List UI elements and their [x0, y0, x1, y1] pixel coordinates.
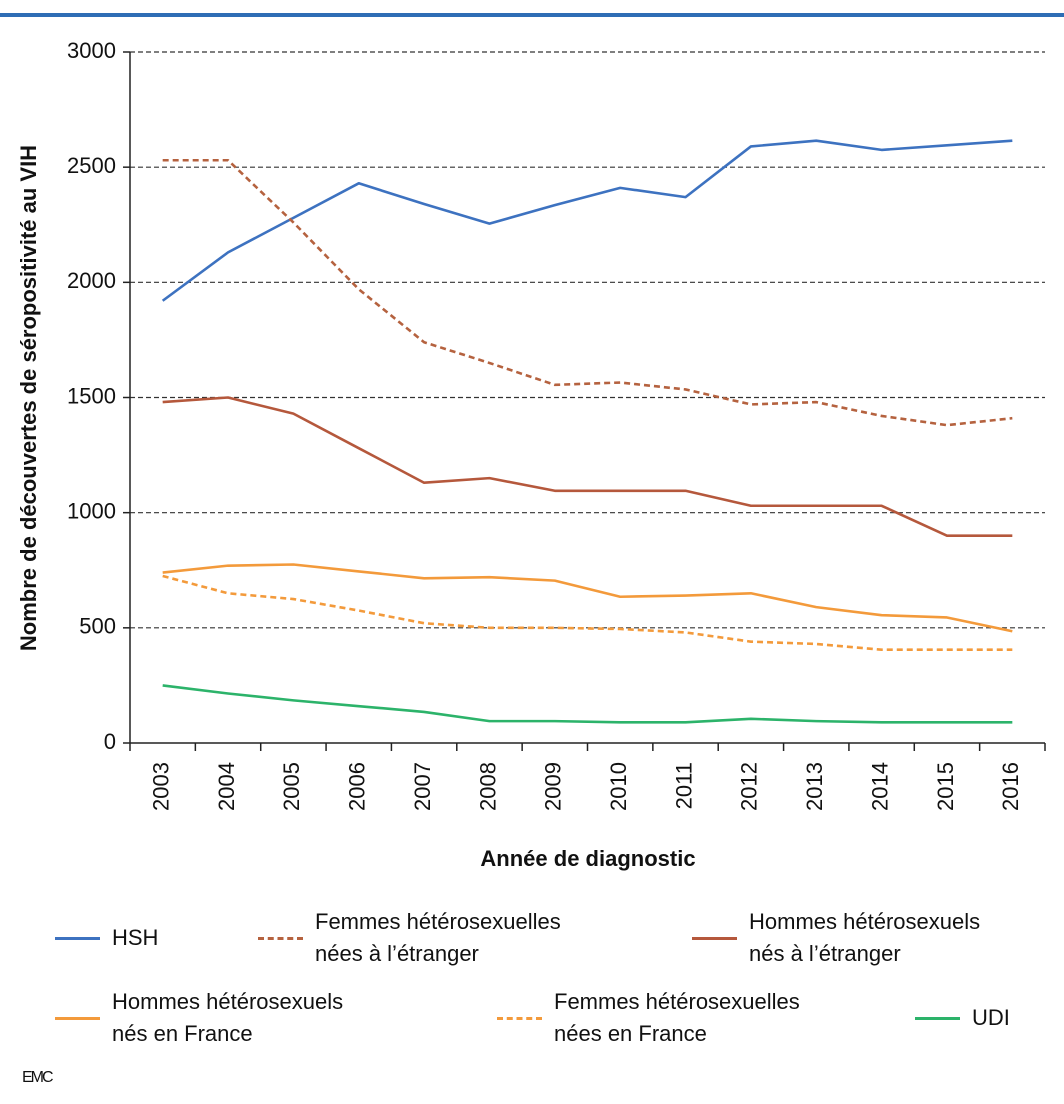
- legend-swatch: [497, 1017, 542, 1020]
- x-tick-label: 2014: [867, 762, 892, 811]
- legend-swatch: [915, 1017, 960, 1020]
- x-tick-label: 2007: [410, 762, 435, 811]
- series-line: [162, 563, 1013, 633]
- x-tick-label: 2004: [214, 762, 239, 811]
- y-tick-label: 0: [104, 729, 116, 754]
- x-tick-label: 2013: [802, 762, 827, 811]
- series-line: [162, 158, 1013, 427]
- legend-swatch: [692, 937, 737, 940]
- top-rule: [0, 13, 1064, 17]
- x-tick-label: 2016: [998, 762, 1023, 811]
- series-line: [162, 396, 1013, 538]
- x-axis-label: Année de diagnostic: [480, 846, 695, 871]
- series-line: [162, 684, 1013, 724]
- legend-label: Hommes hétérosexuels nés en France: [112, 989, 344, 1046]
- series-line: [161, 139, 1013, 302]
- legend-swatch: [55, 937, 100, 940]
- y-tick-label: 3000: [67, 38, 116, 63]
- x-tick-label: 2011: [671, 762, 696, 809]
- x-tick-label: 2006: [345, 762, 370, 811]
- x-tick-label: 2010: [606, 762, 631, 811]
- x-tick-label: 2009: [541, 762, 566, 811]
- y-tick-label: 2000: [67, 268, 116, 293]
- legend-label: HSH: [112, 925, 159, 950]
- legend-label: Femmes hétérosexuelles nées à l’étranger: [315, 909, 561, 966]
- x-tick-label: 2015: [933, 762, 958, 811]
- y-tick-label: 1500: [67, 383, 116, 408]
- y-tick-label: 2500: [67, 153, 116, 178]
- y-tick-label: 1000: [67, 498, 116, 523]
- legend-label: Hommes hétérosexuels nés à l’étranger: [749, 909, 981, 966]
- legend-swatch: [55, 1017, 100, 1020]
- legend-label: Femmes hétérosexuelles nées en France: [554, 989, 800, 1046]
- y-axis-label: Nombre de découvertes de séropositivité …: [16, 145, 41, 651]
- x-tick-label: 2005: [279, 762, 304, 811]
- legend-swatch: [258, 937, 303, 940]
- y-tick-label: 500: [79, 614, 116, 639]
- source-logo: EMC: [22, 1069, 53, 1086]
- legend-label: UDI: [972, 1005, 1010, 1030]
- x-tick-label: 2003: [148, 762, 173, 811]
- x-tick-label: 2012: [737, 762, 762, 811]
- series-line: [162, 574, 1013, 652]
- x-tick-label: 2008: [475, 762, 500, 811]
